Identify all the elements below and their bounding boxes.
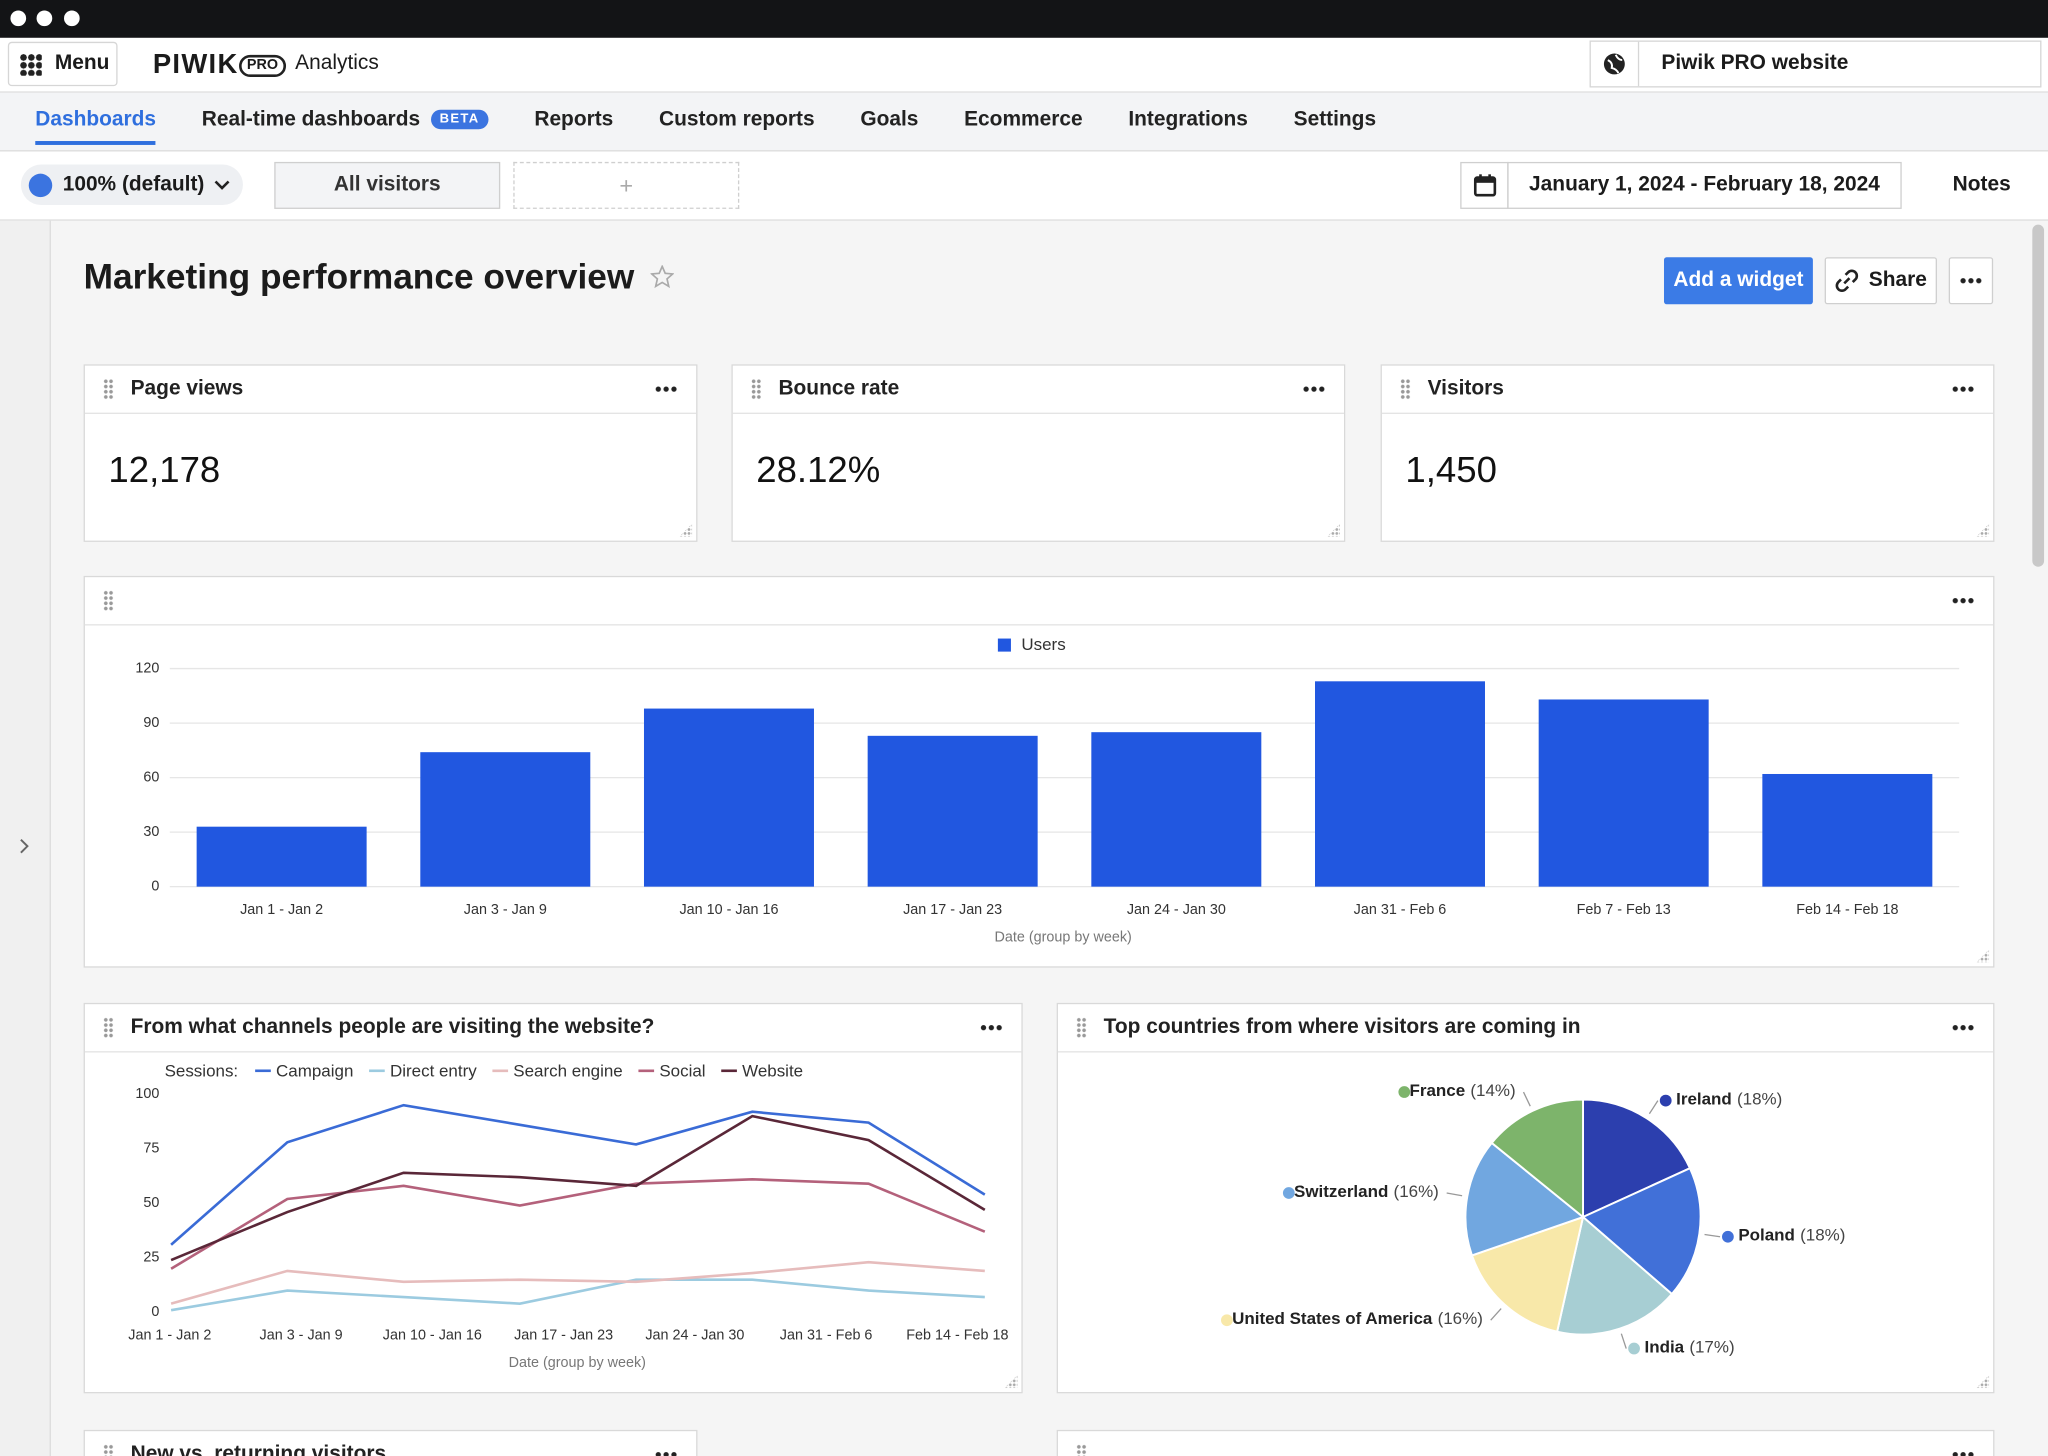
calendar-button[interactable]	[1460, 161, 1509, 209]
card-title: Bounce rate	[778, 377, 900, 400]
menu-button[interactable]: Menu	[7, 41, 118, 87]
site-name: Piwik PRO website	[1661, 52, 1849, 75]
card-header: New vs. returning visitors	[85, 1431, 696, 1456]
tab[interactable]: Integrations	[1128, 108, 1248, 131]
more-button[interactable]	[1948, 257, 1994, 305]
window-titlebar	[0, 0, 2048, 38]
line-widget: From what channels people are visiting t…	[83, 1002, 1023, 1394]
sidebar-collapsed[interactable]	[0, 220, 51, 1456]
card-header	[84, 577, 1994, 626]
kpi-value: 1,450	[1405, 449, 1497, 490]
favorite-star[interactable]	[650, 265, 674, 289]
widget	[1056, 1429, 1995, 1456]
kpi-card: Bounce rate 28.12%	[731, 364, 1346, 542]
link-icon	[1835, 269, 1858, 293]
beta-badge: BETA	[430, 109, 489, 130]
nav-bar: Dashboards Real-time dashboards BETA Repo…	[0, 92, 2048, 152]
globe-icon	[1591, 41, 1640, 87]
card-menu[interactable]	[1951, 386, 1975, 392]
sampling-selector[interactable]: 100% (default)	[20, 164, 243, 206]
card-title: New vs. returning visitors	[130, 1442, 387, 1456]
card-menu[interactable]	[1951, 1452, 1975, 1456]
segment-button[interactable]: All visitors	[274, 161, 501, 209]
tabs: Dashboards Real-time dashboards BETA Repo…	[35, 108, 1376, 145]
sampling-label: 100% (default)	[62, 173, 205, 196]
card-menu[interactable]	[1302, 386, 1326, 392]
resize-grip[interactable]	[1976, 1375, 1990, 1389]
tab[interactable]: Dashboards	[35, 108, 157, 145]
card-menu[interactable]	[979, 1025, 1004, 1031]
globe	[1603, 53, 1625, 75]
drag-handle[interactable]	[1076, 1444, 1087, 1456]
drag-handle[interactable]	[1076, 1017, 1087, 1039]
tab[interactable]: Real-time dashboards BETA	[202, 108, 489, 145]
resize-grip[interactable]	[1976, 949, 1990, 963]
resize-grip[interactable]	[1004, 1375, 1018, 1389]
card-title: Visitors	[1427, 377, 1504, 400]
expand-arrow	[20, 838, 29, 854]
share-label: Share	[1868, 269, 1927, 292]
card-header: Page views	[84, 366, 697, 414]
kpi-card: Visitors 1,450	[1380, 364, 1995, 542]
calendar-icon	[1473, 174, 1496, 197]
tab[interactable]: Settings	[1293, 108, 1377, 131]
logo: PIWIK	[152, 49, 239, 80]
card-header: From what channels people are visiting t…	[84, 1004, 1022, 1053]
product-name: Analytics	[295, 52, 379, 75]
sampling-icon	[28, 173, 53, 197]
card-title: Page views	[130, 377, 244, 400]
resize-grip[interactable]	[1327, 523, 1341, 537]
kpi-card: Page views 12,178	[83, 364, 698, 542]
logo-badge: PRO	[239, 54, 286, 78]
notes-button[interactable]: Notes	[1952, 173, 2011, 196]
share-button[interactable]: Share	[1824, 257, 1937, 305]
card-header: Top countries from where visitors are co…	[1057, 1004, 1994, 1053]
tab[interactable]: Custom reports	[659, 108, 815, 131]
drag-handle[interactable]	[103, 590, 114, 612]
drag-handle[interactable]	[103, 378, 114, 400]
window-dot[interactable]	[36, 10, 53, 27]
card-menu[interactable]	[1951, 1025, 1975, 1031]
tab[interactable]: Reports	[534, 108, 614, 131]
card-title: From what channels people are visiting t…	[130, 1015, 655, 1039]
card-header	[1058, 1431, 1993, 1456]
dashboard-title: Marketing performance overview	[83, 257, 635, 297]
add-widget-button[interactable]: Add a widget	[1663, 257, 1813, 305]
drag-handle[interactable]	[103, 1444, 114, 1456]
drag-handle[interactable]	[1400, 378, 1411, 400]
kpi-value: 12,178	[108, 449, 221, 490]
card-header: Bounce rate	[732, 366, 1344, 414]
drag-handle[interactable]	[103, 1017, 114, 1039]
more-icon	[1959, 278, 1983, 284]
site-selector[interactable]: Piwik PRO website	[1589, 40, 2042, 88]
grid-icon	[19, 52, 42, 76]
window-dot[interactable]	[63, 10, 80, 27]
resize-grip[interactable]	[679, 523, 693, 537]
card-title: Top countries from where visitors are co…	[1103, 1015, 1581, 1039]
toolbar: 100% (default) All visitors + January 1,…	[0, 151, 2048, 221]
card-menu[interactable]	[1951, 598, 1975, 604]
tab[interactable]: Goals	[860, 108, 919, 131]
add-segment[interactable]: +	[513, 161, 740, 209]
date-range[interactable]: January 1, 2024 - February 18, 2024	[1507, 161, 1902, 209]
chevron	[215, 179, 231, 190]
tab-label: Real-time dashboards	[201, 108, 421, 131]
card-header: Visitors	[1381, 366, 1994, 414]
tab[interactable]: Ecommerce	[964, 108, 1083, 131]
kpi-value: 28.12%	[756, 449, 881, 490]
card-menu[interactable]	[654, 1452, 678, 1456]
window-dot[interactable]	[10, 10, 27, 27]
resize-grip[interactable]	[1976, 523, 1990, 537]
drag-handle[interactable]	[751, 378, 762, 400]
scrollbar[interactable]	[2032, 224, 2045, 567]
menu-label: Menu	[54, 52, 110, 75]
card-menu[interactable]	[654, 386, 678, 392]
header: Menu PIWIK PRO Analytics Piwik PRO websi…	[0, 37, 2048, 93]
pie-widget: Top countries from where visitors are co…	[1056, 1002, 1995, 1394]
bar-widget	[83, 575, 1995, 968]
widget: New vs. returning visitors	[83, 1429, 698, 1456]
